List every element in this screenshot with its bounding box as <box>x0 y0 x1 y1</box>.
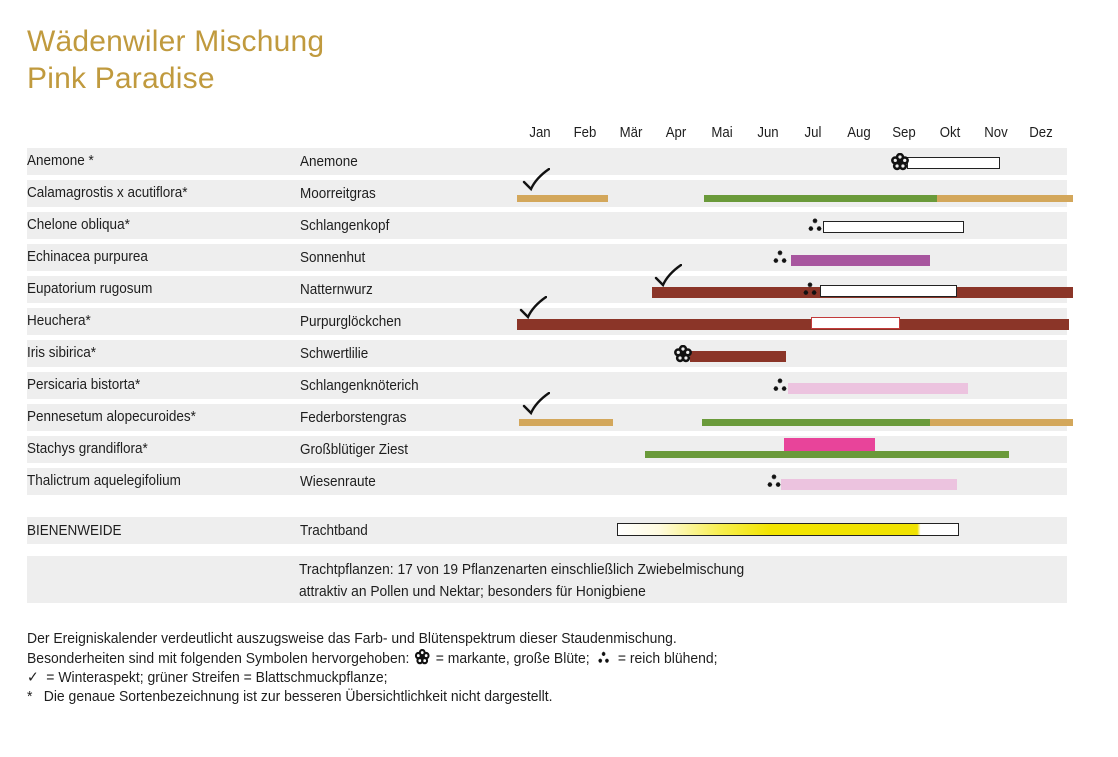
latin-name: Eupatorium rugosum <box>27 280 153 297</box>
month-label: Okt <box>939 124 961 141</box>
bienenweide-label: BIENENWEIDE <box>27 522 122 539</box>
german-name: Purpurglöckchen <box>300 313 402 330</box>
german-name: Schlangenkopf <box>300 217 390 234</box>
month-label: Jun <box>756 124 779 141</box>
rich-flowering-icon <box>802 281 818 303</box>
large-flower-icon <box>890 152 909 176</box>
winter-check-icon <box>522 391 550 421</box>
legend-line-4: * Die genaue Sortenbezeichnung ist zur b… <box>27 688 552 705</box>
season-bar <box>517 319 1069 330</box>
latin-name: Heuchera* <box>27 312 91 329</box>
asterisk-icon: * <box>27 688 33 705</box>
title-line-2: Pink Paradise <box>27 62 215 95</box>
winter-check-icon <box>522 167 550 197</box>
legend-line-2: Besonderheiten sind mit folgenden Symbol… <box>27 648 718 669</box>
german-name: Federborstengras <box>300 409 407 426</box>
bloom-outline-bar <box>906 157 1001 169</box>
season-bar <box>644 451 1010 458</box>
winter-check-icon <box>519 295 548 325</box>
rich-flowering-icon <box>766 473 782 495</box>
month-label: Apr <box>666 124 687 141</box>
legend-line-4-text: Die genaue Sortenbezeichnung ist zur bes… <box>43 688 553 705</box>
month-label: Aug <box>846 124 871 141</box>
month-label: Mai <box>711 124 733 141</box>
row-background <box>27 436 1067 463</box>
month-label: Feb <box>573 124 597 141</box>
bienenweide-german: Trachtband <box>300 522 368 539</box>
month-label: Nov <box>983 124 1008 141</box>
large-flower-icon <box>674 344 693 368</box>
winter-check-icon <box>654 263 682 293</box>
german-name: Großblütiger Ziest <box>300 441 409 458</box>
row-background <box>27 404 1067 431</box>
legend-line-2-text-b: = markante, große Blüte; <box>435 650 590 667</box>
trachtband-bar <box>617 523 960 536</box>
season-bar <box>781 479 958 490</box>
bloom-outline-bar <box>811 317 901 329</box>
german-name: Schwertlilie <box>300 345 369 362</box>
check-icon: ✓ <box>27 669 39 686</box>
bloom-outline-bar <box>820 285 958 297</box>
rich-flowering-icon <box>597 651 610 669</box>
legend-line-1: Der Ereigniskalender verdeutlicht auszug… <box>27 630 677 647</box>
legend-line-2-text-c: = reich blühend; <box>617 650 718 667</box>
latin-name: Calamagrostis x acutiflora* <box>27 184 188 201</box>
info-line-2: attraktiv an Pollen und Nektar; besonder… <box>299 583 646 600</box>
season-bar <box>517 195 609 202</box>
rich-flowering-icon <box>772 249 788 271</box>
latin-name: Chelone obliqua* <box>27 216 130 233</box>
title-line-1: Wädenwiler Mischung <box>27 25 325 58</box>
latin-name: Iris sibirica* <box>27 344 97 361</box>
german-name: Wiesenraute <box>300 473 376 490</box>
german-name: Schlangenknöterich <box>300 377 419 394</box>
rich-flowering-icon <box>772 377 788 399</box>
season-bar <box>936 195 1074 202</box>
season-bar <box>929 419 1074 426</box>
legend-line-2-text-a: Besonderheiten sind mit folgenden Symbol… <box>27 650 410 667</box>
season-bar <box>783 438 875 451</box>
month-label: Sep <box>892 124 917 141</box>
season-bar <box>790 255 930 266</box>
legend-line-3: ✓ = Winteraspekt; grüner Streifen = Blat… <box>27 668 387 686</box>
german-name: Anemone <box>300 153 358 170</box>
bloom-outline-bar <box>822 221 964 233</box>
german-name: Natternwurz <box>300 281 373 298</box>
row-background <box>27 180 1067 207</box>
month-label: Jul <box>804 124 822 141</box>
german-name: Sonnenhut <box>300 249 366 266</box>
latin-name: Persicaria bistorta* <box>27 376 141 393</box>
season-bar <box>703 195 937 202</box>
large-flower-icon <box>415 648 430 669</box>
season-bar <box>788 383 969 394</box>
german-name: Moorreitgras <box>300 185 376 202</box>
month-label: Dez <box>1029 124 1053 141</box>
rich-flowering-icon <box>807 217 823 239</box>
latin-name: Thalictrum aquelegifolium <box>27 472 181 489</box>
legend-line-3-text: = Winteraspekt; grüner Streifen = Blatts… <box>46 669 388 686</box>
row-background <box>27 340 1067 367</box>
latin-name: Pennesetum alopecuroides* <box>27 408 196 425</box>
latin-name: Anemone * <box>27 152 94 169</box>
latin-name: Stachys grandiflora* <box>27 440 148 457</box>
season-bar <box>690 351 787 362</box>
month-label: Mär <box>619 124 643 141</box>
latin-name: Echinacea purpurea <box>27 248 148 265</box>
season-bar <box>519 419 613 426</box>
season-bar <box>701 419 930 426</box>
info-box <box>27 556 1067 603</box>
month-label: Jan <box>528 124 551 141</box>
info-line-1: Trachtpflanzen: 17 von 19 Pflanzenarten … <box>299 561 745 578</box>
